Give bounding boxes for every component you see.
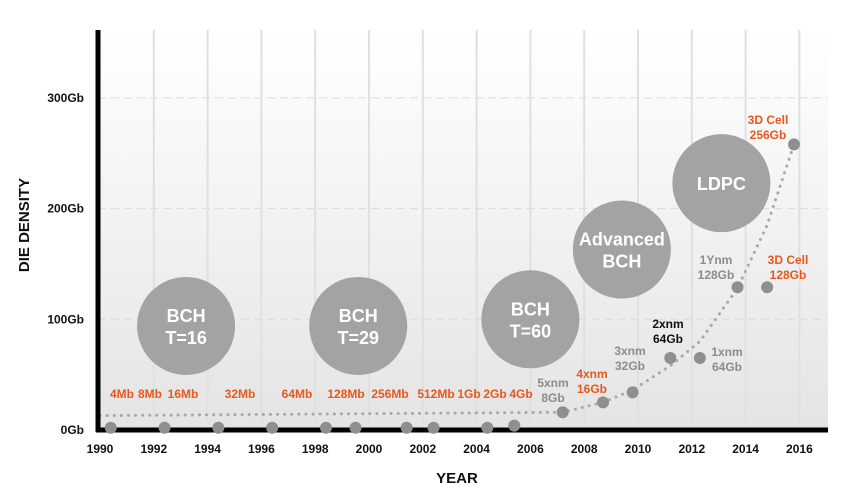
point-label: 4Mb <box>110 387 134 401</box>
ecc-bubble-label: BCH <box>167 306 206 326</box>
x-tick-label: 1998 <box>302 442 329 456</box>
point-label: 3D Cell <box>768 253 809 267</box>
ecc-bubble-label: T=16 <box>165 328 207 348</box>
y-tick-label: 300Gb <box>47 91 84 105</box>
point-labels: 4Mb 8Mb 16Mb 32Mb 64Mb 128Mb 256Mb 512Mb 1Gb 2Gb 4… <box>110 113 808 405</box>
ecc-bubble <box>572 200 671 299</box>
data-point <box>427 421 440 434</box>
x-tick-label: 2006 <box>517 442 544 456</box>
data-point <box>158 421 171 434</box>
point-label: 256Gb <box>750 128 787 142</box>
point-label: 128Gb <box>698 268 735 282</box>
data-point <box>319 421 332 434</box>
ecc-bubble-label: Advanced <box>579 230 665 250</box>
tick-labels: 1990 1992 1994 1996 1998 2000 2002 2004 2006 2008… <box>47 91 813 456</box>
ecc-bubble <box>672 134 771 233</box>
point-label: 64Gb <box>653 332 683 346</box>
point-label: 5xnm <box>537 376 568 390</box>
data-point <box>626 386 639 399</box>
data-point <box>664 352 677 365</box>
point-label: 1Gb <box>457 387 480 401</box>
data-point <box>212 421 225 434</box>
point-label: 8Mb <box>138 387 162 401</box>
point-label: 4Gb <box>509 387 532 401</box>
point-label: 8Gb <box>541 391 564 405</box>
point-label: 16Gb <box>577 382 607 396</box>
data-point <box>104 421 117 434</box>
point-label: 128Mb <box>327 387 364 401</box>
ecc-bubble-label: T=60 <box>510 321 552 341</box>
x-tick-label: 1990 <box>87 442 114 456</box>
data-point <box>556 406 569 419</box>
data-point <box>597 396 610 409</box>
ecc-bubble <box>481 270 580 369</box>
data-point <box>761 281 774 294</box>
x-axis-title: YEAR <box>436 470 478 487</box>
data-point <box>731 281 744 294</box>
y-tick-label: 100Gb <box>47 312 84 326</box>
point-label: 3D Cell <box>748 113 789 127</box>
x-tick-label: 2002 <box>409 442 436 456</box>
point-label: 2xnm <box>652 317 683 331</box>
ecc-bubble-label: LDPC <box>697 174 746 194</box>
plot-background <box>98 30 828 430</box>
point-label: 64Mb <box>282 387 313 401</box>
data-point <box>349 421 362 434</box>
data-points <box>104 138 801 434</box>
point-label: 2Gb <box>483 387 506 401</box>
ecc-bubble-label: BCH <box>511 299 550 319</box>
point-label: 3xnm <box>614 344 645 358</box>
point-label: 512Mb <box>417 387 454 401</box>
data-point <box>693 352 706 365</box>
point-label: 1Ynm <box>700 253 733 267</box>
point-label: 16Mb <box>168 387 199 401</box>
point-label: 256Mb <box>371 387 408 401</box>
ecc-bubble-label: BCH <box>339 306 378 326</box>
y-axis-title: DIE DENSITY <box>16 178 33 272</box>
x-tick-label: 1996 <box>248 442 275 456</box>
x-tick-label: 2008 <box>571 442 598 456</box>
ecc-bubble-label: T=29 <box>337 328 379 348</box>
x-tick-label: 2014 <box>732 442 759 456</box>
data-point <box>788 138 801 151</box>
x-tick-label: 2012 <box>678 442 705 456</box>
trend-line <box>98 142 796 418</box>
x-tick-label: 2016 <box>786 442 813 456</box>
y-tick-label: 0Gb <box>61 423 84 437</box>
data-point <box>400 421 413 434</box>
y-tick-label: 200Gb <box>47 202 84 216</box>
data-point <box>266 421 279 434</box>
point-label: 4xnm <box>576 367 607 381</box>
ecc-bubble <box>309 276 408 375</box>
ecc-bubble <box>137 276 236 375</box>
data-point <box>508 419 521 432</box>
x-tick-label: 1992 <box>140 442 167 456</box>
x-tick-label: 2010 <box>625 442 652 456</box>
x-tick-label: 1994 <box>194 442 221 456</box>
point-label: 32Gb <box>615 359 645 373</box>
point-label: 1xnm <box>711 345 742 359</box>
point-label: 128Gb <box>770 268 807 282</box>
data-point <box>481 421 494 434</box>
point-label: 32Mb <box>225 387 256 401</box>
ecc-bubble-label: BCH <box>602 252 641 272</box>
x-tick-label: 2004 <box>463 442 490 456</box>
point-label: 64Gb <box>712 360 742 374</box>
x-tick-label: 2000 <box>356 442 383 456</box>
